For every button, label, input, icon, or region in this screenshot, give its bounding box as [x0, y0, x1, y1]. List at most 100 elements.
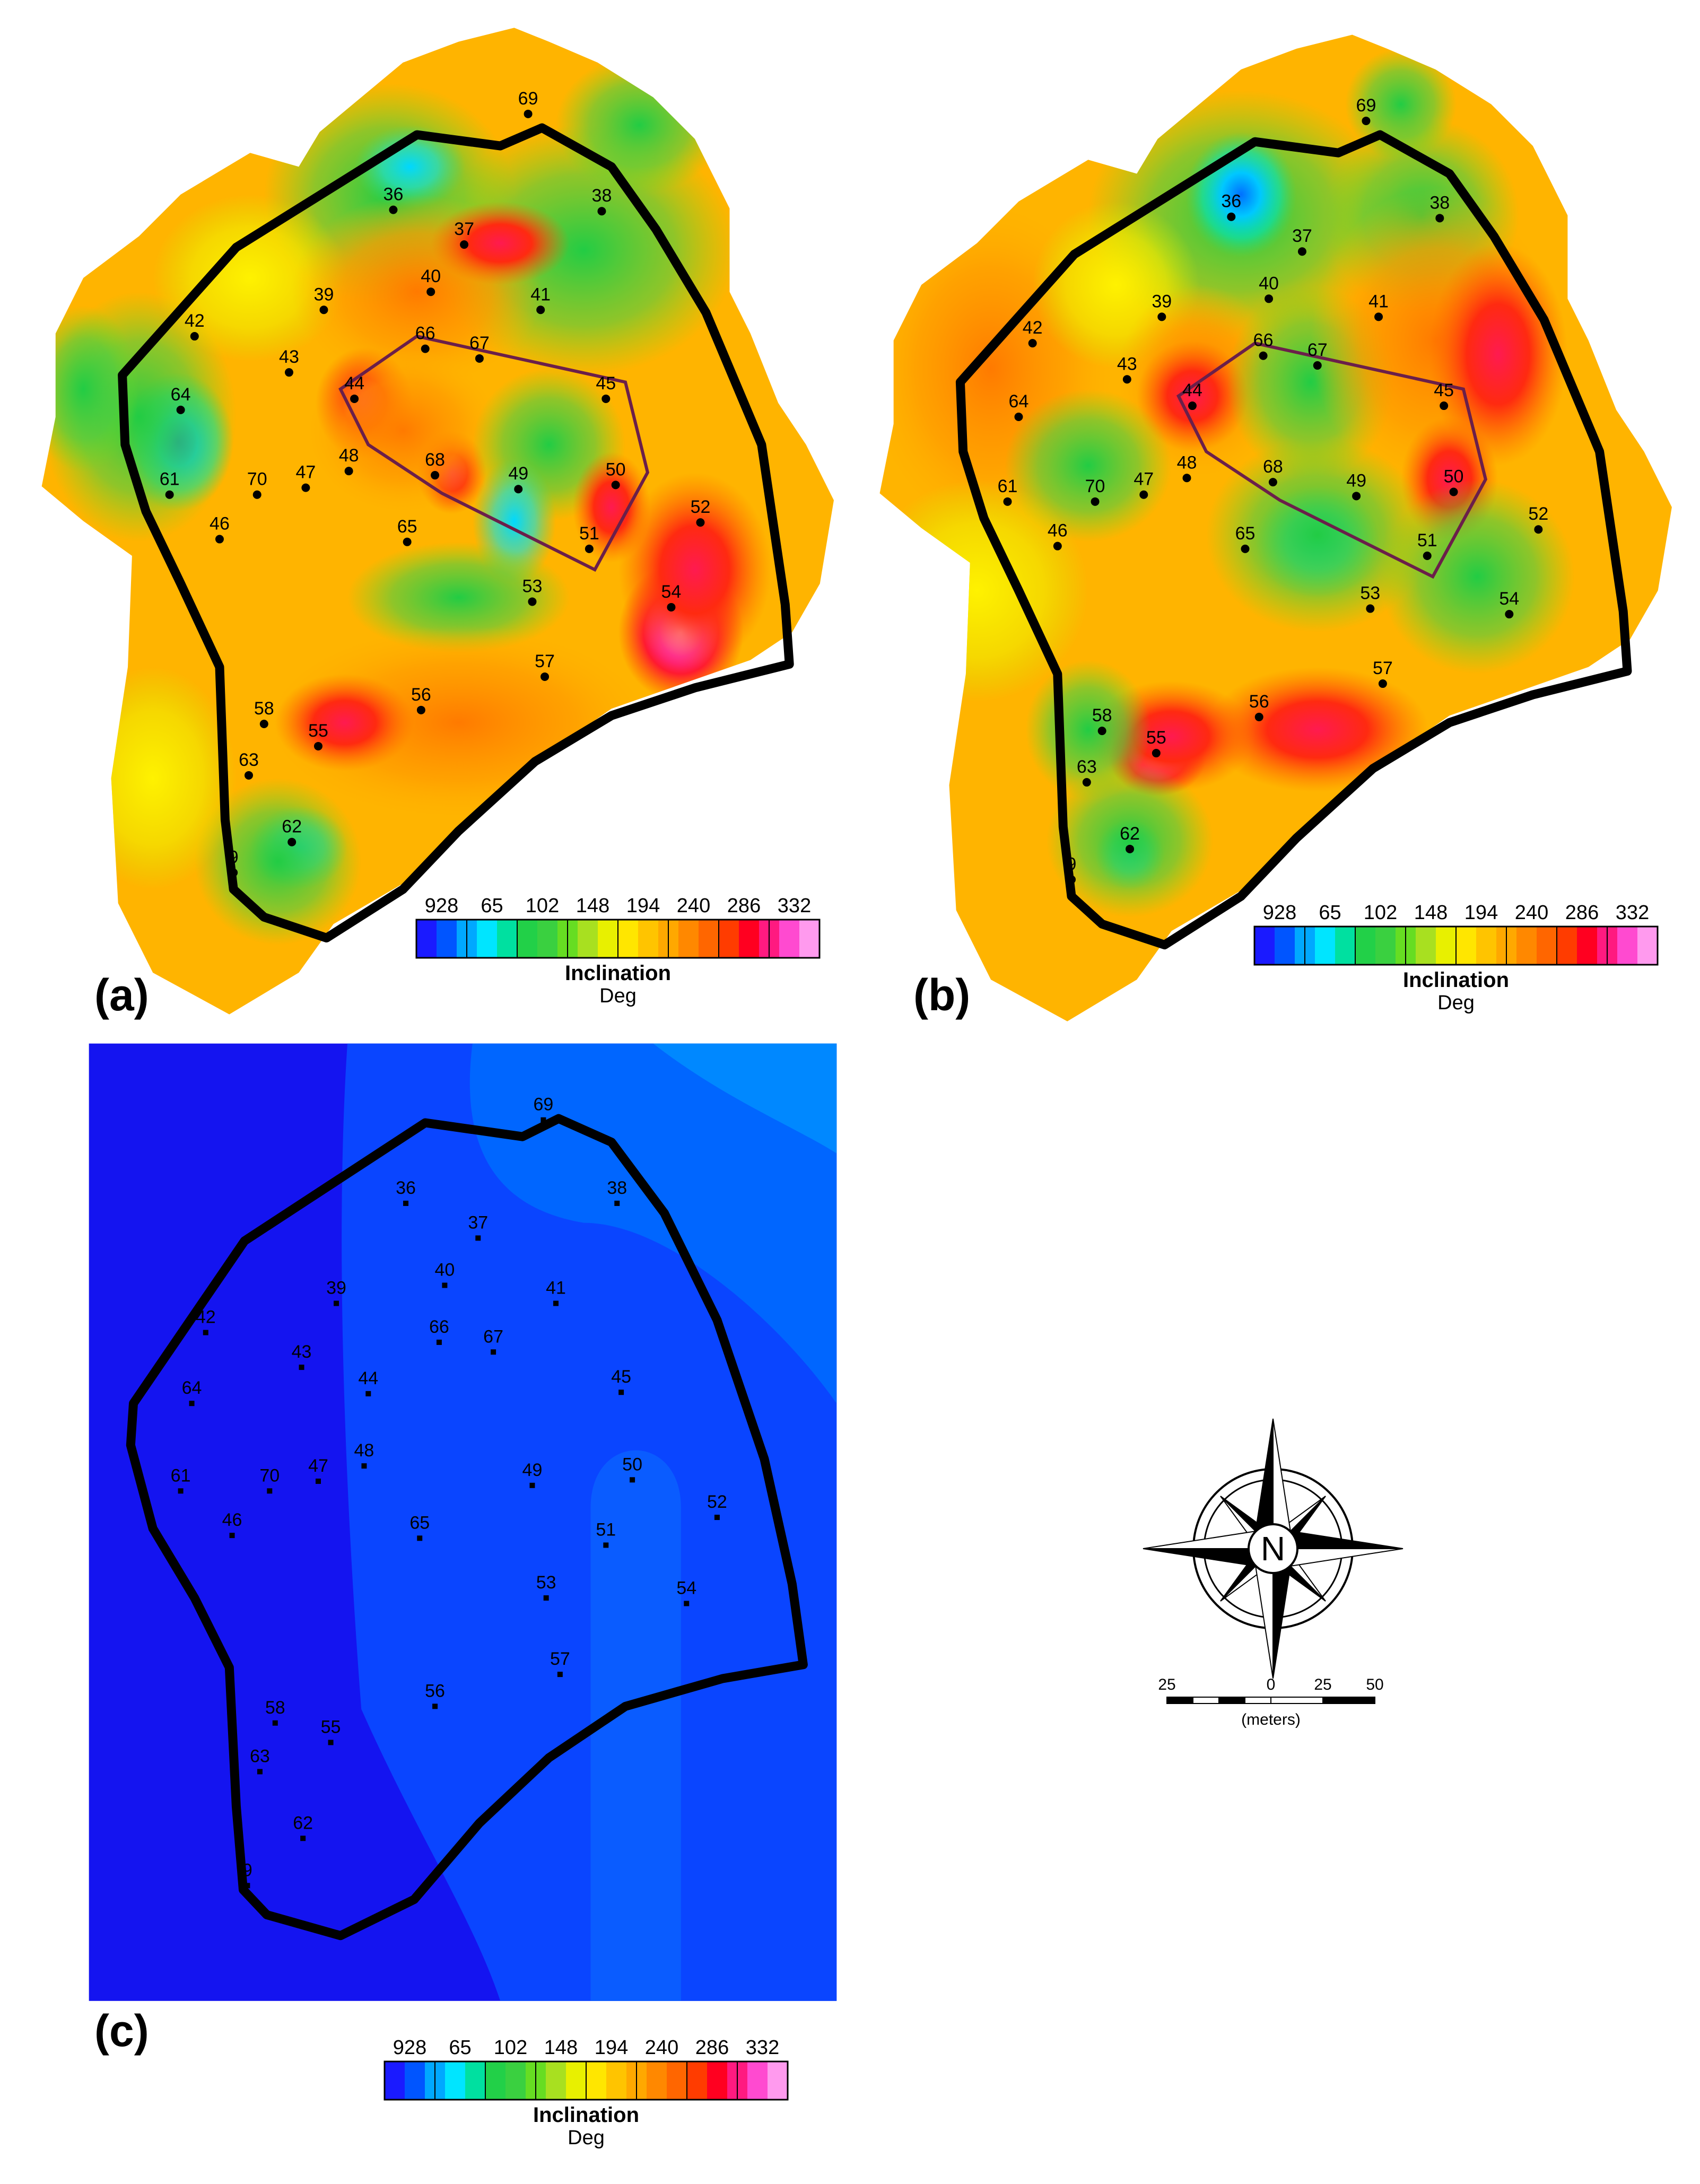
station-label-55: 55: [321, 1717, 341, 1737]
site-boundary: [118, 123, 794, 942]
station-label-49: 49: [522, 1460, 543, 1480]
station-label-40: 40: [421, 266, 441, 286]
station-label-50: 50: [622, 1454, 642, 1474]
station-label-61: 61: [998, 476, 1018, 496]
station-label-42: 42: [185, 311, 205, 331]
station-label-44: 44: [344, 373, 364, 394]
station-label-55: 55: [1146, 728, 1166, 748]
scale-tick: 0: [1267, 1676, 1276, 1693]
station-label-54: 54: [661, 582, 682, 602]
station-label-45: 45: [611, 1367, 631, 1387]
legend-tick: 240: [1515, 902, 1548, 924]
station-label-62: 62: [282, 817, 302, 837]
station-label-51: 51: [579, 523, 599, 544]
scale-bar: 25 0 25 50 (meters): [1158, 1676, 1383, 1728]
station-label-57: 57: [550, 1649, 570, 1669]
station-label-67: 67: [469, 333, 490, 353]
station-label-52: 52: [707, 1492, 727, 1512]
station-label-58: 58: [254, 698, 274, 719]
station-label-46: 46: [222, 1510, 242, 1530]
station-label-69: 69: [518, 89, 538, 109]
station-label-44: 44: [1182, 380, 1202, 400]
station-label-53: 53: [522, 576, 543, 596]
station-label-52: 52: [1528, 504, 1548, 524]
station-label-66: 66: [429, 1317, 449, 1337]
legend-title: Inclination: [1403, 968, 1509, 992]
station-label-36: 36: [383, 185, 404, 205]
legend-tick: 148: [544, 2037, 578, 2059]
station-label-38: 38: [607, 1178, 627, 1198]
station-label-47: 47: [308, 1456, 328, 1476]
station-label-9: 9: [1067, 854, 1077, 874]
station-label-57: 57: [1373, 658, 1393, 678]
station-label-50: 50: [606, 459, 626, 479]
legend-tick: 102: [1364, 902, 1397, 924]
station-label-69: 69: [534, 1095, 554, 1115]
station-label-67: 67: [483, 1326, 503, 1347]
legend-title: Inclination: [565, 962, 671, 985]
station-label-51: 51: [596, 1519, 616, 1540]
station-label-38: 38: [592, 186, 612, 206]
station-label-46: 46: [210, 514, 230, 534]
station-label-67: 67: [1307, 340, 1328, 360]
station-label-64: 64: [171, 385, 191, 405]
station-label-64: 64: [1009, 391, 1029, 412]
station-label-50: 50: [1444, 466, 1464, 486]
station-label-49: 49: [1346, 470, 1366, 491]
station-label-66: 66: [415, 324, 435, 344]
station-label-66: 66: [1253, 330, 1274, 351]
station-label-45: 45: [596, 373, 616, 394]
panel-c-label: (c): [94, 2006, 149, 2056]
scale-unit: (meters): [1241, 1711, 1301, 1728]
panel-b-label: (b): [913, 970, 970, 1020]
legend-tick: 102: [494, 2037, 527, 2059]
station-label-43: 43: [1117, 354, 1137, 374]
station-label-47: 47: [295, 462, 316, 483]
station-label-42: 42: [196, 1307, 216, 1327]
legend-unit: Deg: [1437, 992, 1475, 1014]
station-label-62: 62: [293, 1813, 313, 1833]
station-label-54: 54: [1499, 589, 1519, 609]
legend-tick: 194: [595, 2037, 628, 2059]
legend-tick: 65: [1319, 902, 1341, 924]
station-label-54: 54: [676, 1578, 696, 1598]
station-label-61: 61: [160, 469, 180, 490]
station-label-48: 48: [1177, 452, 1197, 473]
station-label-46: 46: [1048, 521, 1068, 541]
station-label-43: 43: [292, 1342, 312, 1362]
station-label-9: 9: [229, 847, 239, 867]
legend-tick: 65: [481, 895, 503, 917]
legend-tick: 194: [626, 895, 660, 917]
legend-tick: 286: [1565, 902, 1599, 924]
station-label-53: 53: [1360, 583, 1380, 604]
station-label-56: 56: [1249, 692, 1269, 712]
station-label-63: 63: [1077, 757, 1097, 777]
station-label-36: 36: [396, 1178, 416, 1198]
station-label-37: 37: [468, 1212, 488, 1233]
station-label-68: 68: [425, 450, 445, 470]
station-label-40: 40: [1259, 273, 1279, 293]
station-label-64: 64: [182, 1378, 202, 1398]
legend-tick: 240: [645, 2037, 678, 2059]
legend-tick: 194: [1464, 902, 1498, 924]
station-label-61: 61: [171, 1465, 191, 1486]
legend-unit: Deg: [599, 985, 637, 1007]
station-label-70: 70: [1085, 476, 1105, 496]
site-boundary: [126, 1114, 808, 1941]
site-boundary: [955, 130, 1632, 950]
legend-tick: 102: [526, 895, 559, 917]
station-label-48: 48: [354, 1440, 374, 1461]
legend-tick: 928: [1263, 902, 1296, 924]
station-label-55: 55: [308, 721, 328, 741]
survey-polygon: [338, 334, 650, 572]
legend-tick: 928: [393, 2037, 426, 2059]
station-label-45: 45: [1434, 380, 1454, 400]
station-label-41: 41: [546, 1278, 566, 1298]
legend-title: Inclination: [533, 2103, 639, 2127]
station-label-38: 38: [1429, 193, 1450, 213]
legend-unit: Deg: [568, 2127, 605, 2149]
station-label-39: 39: [326, 1278, 346, 1298]
